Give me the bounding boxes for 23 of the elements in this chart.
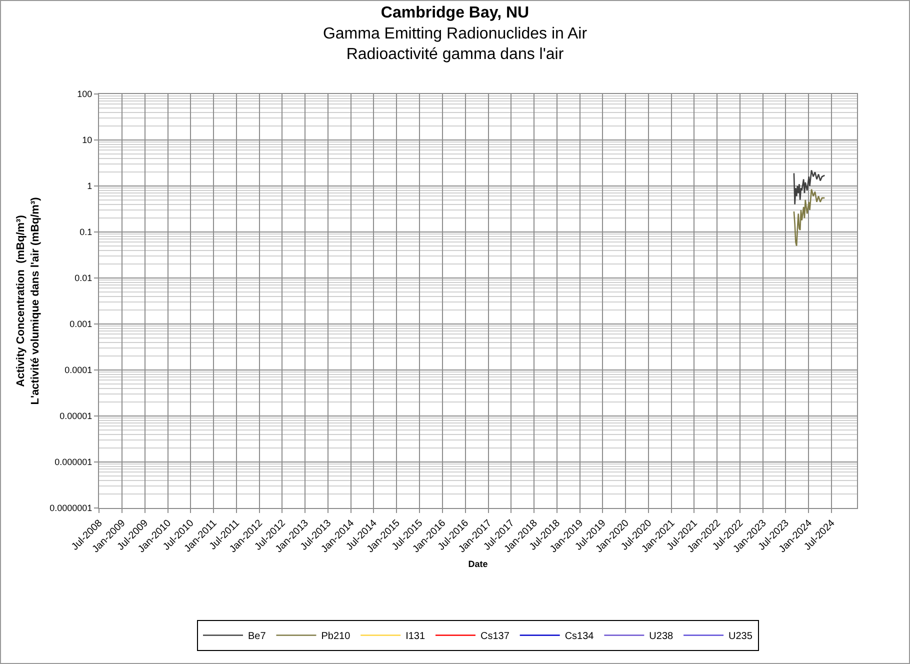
legend-label: Pb210 (321, 631, 351, 642)
legend-label: Cs134 (564, 631, 594, 642)
y-tick-label: 0.0001 (64, 365, 92, 376)
y-axis-title: Activity Concentration (mBq/m³) L'activité volumique dans l'air (mBq/m³) (15, 196, 42, 405)
y-tick-label: 0.1 (80, 227, 92, 238)
y-tick-label: 0.0000001 (50, 503, 92, 514)
y-tick-label: 0.001 (70, 319, 92, 330)
y-tick-label: 10 (82, 135, 92, 146)
y-tick-label: 1 (87, 181, 92, 192)
x-axis-title: Date (468, 558, 488, 569)
chart-subtitle: Gamma Emitting Radionuclides in Air Radioactivité gamma dans l'air (322, 25, 588, 64)
legend-label: U235 (728, 631, 753, 642)
legend-label: U238 (649, 631, 674, 642)
y-tick-label: 0.00001 (60, 411, 92, 422)
y-tick-label: 0.000001 (54, 457, 92, 468)
legend-label: Cs137 (480, 631, 510, 642)
chart-title: Cambridge Bay, NU (380, 4, 530, 22)
legend-label: I131 (406, 631, 426, 642)
legend-label: Be7 (248, 631, 266, 642)
y-tick-label: 0.01 (74, 273, 92, 284)
line-series (793, 188, 826, 246)
y-tick-label: 100 (77, 89, 92, 100)
line-series (793, 170, 826, 205)
